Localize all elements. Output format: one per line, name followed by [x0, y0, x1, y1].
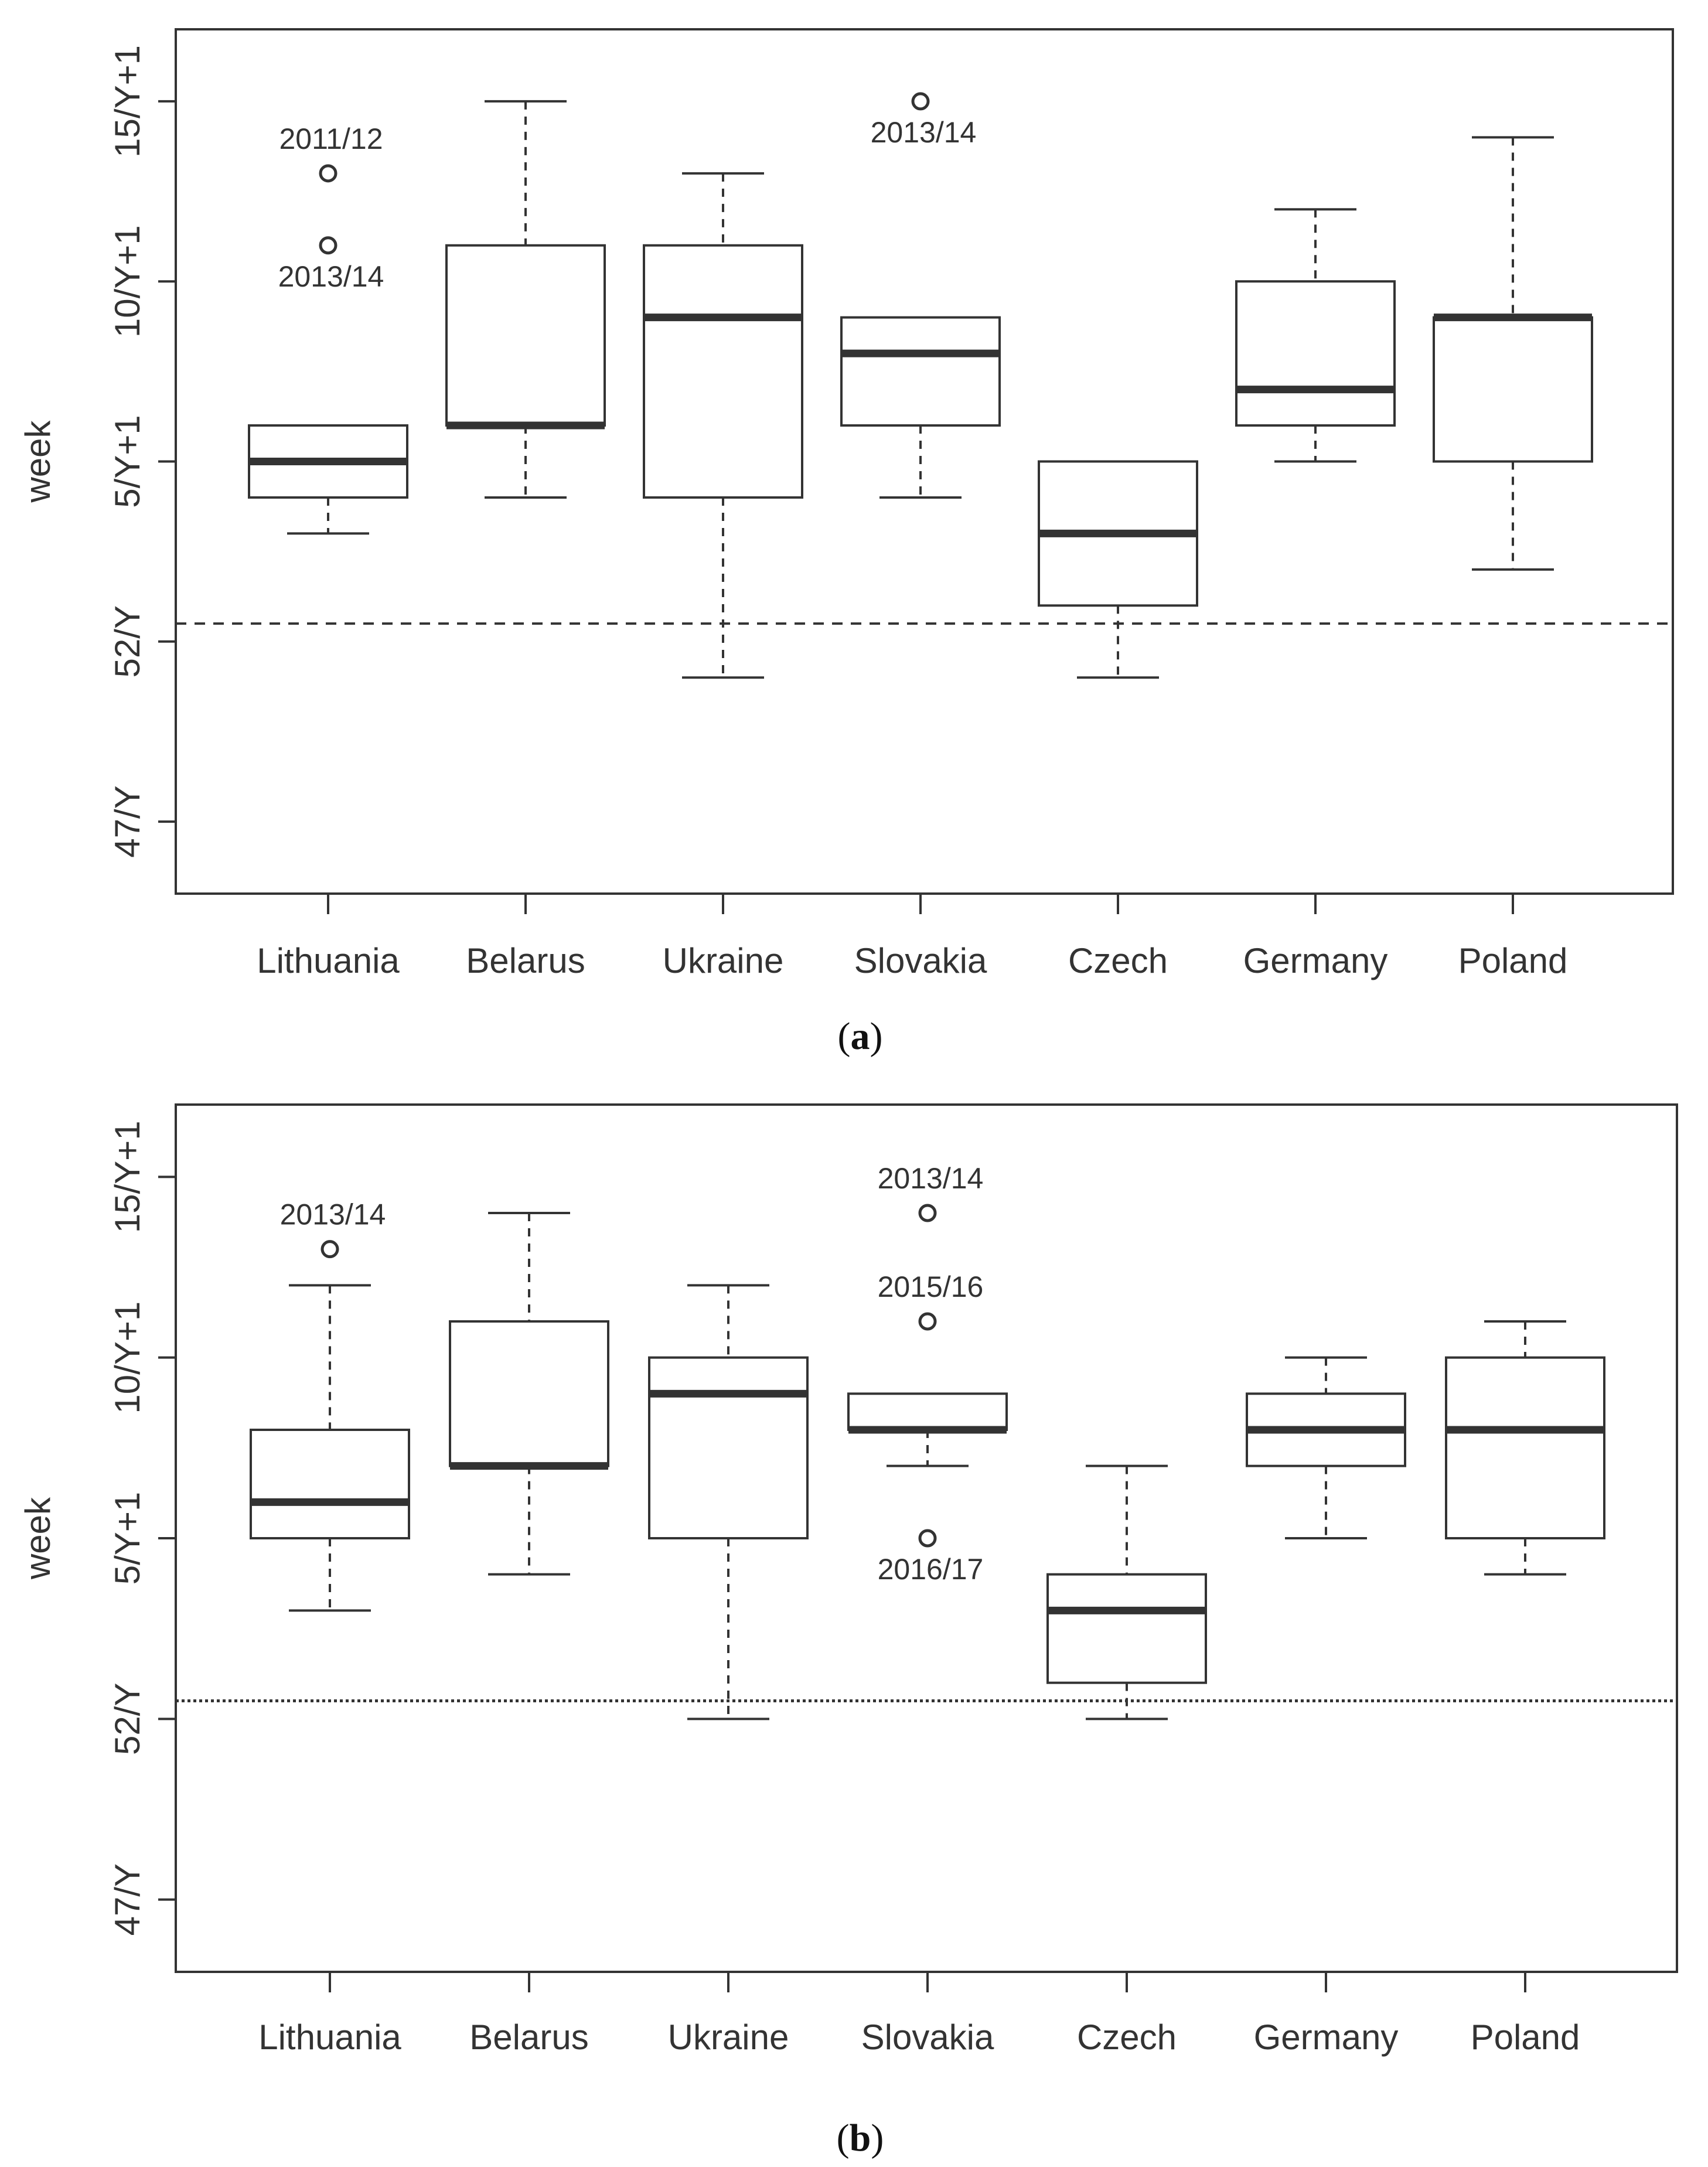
panel-b-outlier-label-slovakia-2: 2016/17 [878, 1553, 984, 1586]
panel-a-box-germany [1235, 208, 1396, 463]
panel-b-label: (b) [837, 2117, 884, 2159]
panel-b-box-slovakia: 2013/14 2015/16 2016/17 [847, 1162, 1008, 1586]
panel-b-outlier-slovakia-1 [918, 1312, 937, 1331]
panel-a-outlier-label-slovakia-0: 2013/14 [871, 116, 977, 149]
panel-a-ylabel: week [18, 420, 57, 503]
panel-b-outlier-slovakia-0 [918, 1204, 937, 1222]
panel-b-box-belarus [449, 1212, 609, 1576]
panel-b-category-slovakia: Slovakia [861, 2018, 994, 2057]
panel-b-iqr-belarus [449, 1320, 609, 1467]
panel-b-box-ukraine [648, 1284, 809, 1720]
panel-a-category-ukraine: Ukraine [663, 941, 784, 980]
panel-b-outlier-lithuania-0 [321, 1240, 339, 1259]
panel-b-iqr-lithuania [250, 1429, 410, 1539]
panel-b-iqr-ukraine [648, 1356, 809, 1540]
panel-b-iqr-slovakia [847, 1392, 1008, 1431]
panel-b-ytick-label-0: 47/Y [108, 1863, 147, 1936]
panel-a-outlier-label-lithuania-0: 2011/12 [279, 122, 383, 155]
panel-a-category-czech: Czech [1068, 941, 1168, 980]
panel-a-outlier-lithuania-1 [319, 236, 337, 255]
panel-b-ylabel: week [18, 1497, 57, 1580]
panel-b-category-ukraine: Ukraine [668, 2018, 789, 2057]
panel-b-box-poland [1445, 1320, 1605, 1576]
panel-a-iqr-belarus [445, 244, 606, 427]
panel-b-ytick-label-2: 5/Y+1 [108, 1492, 147, 1585]
panel-a-box-poland [1433, 136, 1593, 571]
panel-b-box-lithuania: 2013/14 [250, 1198, 410, 1612]
panel-a-box-lithuania: 2011/12 2013/14 [248, 122, 408, 535]
panel-b-chart: 47/Y 52/Y 5/Y+1 10/Y+1 15/Y+1 week 2013/14 Lith… [18, 1103, 1678, 2057]
panel-b-iqr-czech [1046, 1573, 1207, 1684]
panel-b-iqr-poland [1445, 1356, 1605, 1540]
panel-a-ytick-label-3: 10/Y+1 [108, 225, 147, 338]
panel-a-ytick-label-0: 47/Y [108, 785, 147, 857]
panel-a-outlier-slovakia-0 [911, 92, 930, 111]
panel-b-box-germany [1246, 1356, 1406, 1539]
panel-a-chart: 47/Y 52/Y 5/Y+1 10/Y+1 15/Y+1 week 2011/12 2013… [18, 28, 1674, 980]
panel-a-category-slovakia: Slovakia [854, 941, 987, 980]
panel-b-category-germany: Germany [1254, 2018, 1399, 2057]
panel-a-iqr-ukraine [643, 244, 803, 499]
panel-a-iqr-slovakia [840, 316, 1001, 427]
panel-a-ytick-label-2: 5/Y+1 [108, 415, 147, 507]
panel-b-category-poland: Poland [1471, 2018, 1580, 2057]
panel-b-outlier-slovakia-2 [918, 1529, 937, 1548]
panel-a-iqr-germany [1235, 280, 1396, 427]
panel-a-box-czech [1038, 460, 1198, 679]
panel-b-outlier-label-lithuania-0: 2013/14 [280, 1198, 386, 1231]
panel-a-outlier-label-lithuania-1: 2013/14 [278, 260, 384, 293]
panel-a-box-belarus [445, 100, 606, 499]
panel-a-ytick-label-4: 15/Y+1 [108, 45, 147, 158]
panel-b-category-belarus: Belarus [469, 2018, 588, 2057]
panel-b-box-czech [1046, 1464, 1207, 1720]
panel-a-outlier-lithuania-0 [319, 164, 337, 183]
panel-b-ytick-label-4: 15/Y+1 [108, 1120, 147, 1233]
panel-a-box-ukraine [643, 172, 803, 679]
panel-a-ytick-label-1: 52/Y [108, 605, 147, 677]
panel-a-category-poland: Poland [1458, 941, 1568, 980]
panel-b-category-lithuania: Lithuania [258, 2018, 401, 2057]
panel-b-ytick-label-3: 10/Y+1 [108, 1301, 147, 1414]
panel-a-iqr-poland [1433, 316, 1593, 463]
panel-a-label: (a) [838, 1015, 883, 1058]
panel-a-category-belarus: Belarus [466, 941, 585, 980]
panel-b-outlier-label-slovakia-1: 2015/16 [878, 1270, 984, 1303]
panel-b-ytick-label-1: 52/Y [108, 1683, 147, 1755]
panel-a-category-germany: Germany [1243, 941, 1388, 980]
panel-a-box-slovakia: 2013/14 [840, 92, 1001, 499]
panel-b-outlier-label-slovakia-0: 2013/14 [878, 1162, 984, 1195]
panel-a-category-lithuania: Lithuania [257, 941, 400, 980]
panel-b-category-czech: Czech [1077, 2018, 1177, 2057]
